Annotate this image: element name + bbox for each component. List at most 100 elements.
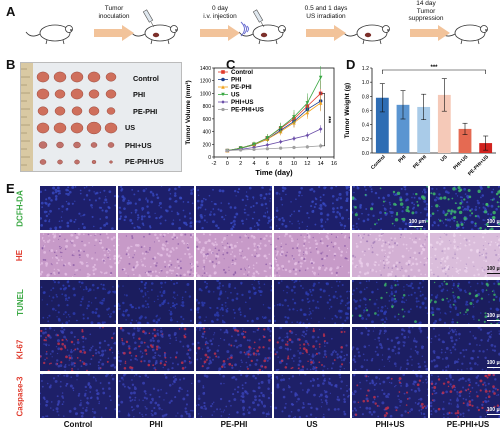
cell <box>79 303 82 307</box>
micrograph-cells <box>196 186 272 230</box>
cell <box>196 352 198 355</box>
cell <box>339 295 342 298</box>
signal <box>469 209 472 212</box>
cell <box>108 387 111 390</box>
cell <box>413 251 417 255</box>
signal <box>395 203 397 206</box>
cell <box>352 280 354 283</box>
cell <box>126 249 129 252</box>
cell <box>341 265 343 268</box>
cell <box>333 349 336 352</box>
cell <box>127 413 131 417</box>
cell <box>449 226 452 228</box>
nucleus <box>128 262 131 265</box>
cell <box>312 284 315 287</box>
cell <box>201 226 204 230</box>
cell <box>248 339 251 342</box>
cell <box>231 262 233 265</box>
cell <box>184 252 187 255</box>
cell <box>192 409 194 412</box>
nucleus <box>243 267 245 269</box>
signal <box>483 210 488 214</box>
cell <box>129 321 133 324</box>
cell <box>390 382 393 384</box>
cell <box>216 311 219 315</box>
cell <box>472 349 475 353</box>
cell <box>411 196 413 199</box>
cell <box>225 305 227 307</box>
nucleus <box>281 253 283 255</box>
signal <box>174 356 178 359</box>
cell <box>149 190 153 194</box>
cell <box>415 340 418 344</box>
signal <box>252 352 256 355</box>
nucleus <box>365 240 368 243</box>
data-point <box>278 125 283 130</box>
cell <box>291 403 294 406</box>
cell <box>355 409 358 412</box>
cell <box>354 368 357 371</box>
nucleus <box>448 266 450 268</box>
cell <box>144 265 147 268</box>
cell <box>49 209 52 213</box>
nucleus <box>228 266 230 268</box>
cell <box>372 400 375 404</box>
cell <box>122 285 124 287</box>
signal <box>312 345 315 348</box>
signal <box>468 400 472 403</box>
cell <box>119 215 123 218</box>
cell <box>484 240 487 243</box>
cell <box>346 390 349 393</box>
cell <box>377 264 380 266</box>
cell <box>291 280 294 282</box>
cell <box>370 190 373 193</box>
nucleus <box>222 268 226 271</box>
cell <box>322 416 325 418</box>
cell <box>334 314 337 317</box>
cell <box>312 261 315 264</box>
cell <box>158 303 162 307</box>
cell <box>129 399 132 402</box>
signal <box>40 355 42 358</box>
nucleus <box>87 233 90 236</box>
cell <box>371 203 374 206</box>
cell <box>151 397 154 401</box>
cell <box>47 320 50 323</box>
cell <box>258 282 260 285</box>
cell <box>423 361 426 363</box>
legend-label: PE-PHI+US <box>231 107 264 114</box>
cell <box>366 359 369 362</box>
cell <box>140 356 143 359</box>
signal <box>399 198 403 202</box>
cell <box>162 366 164 369</box>
cell <box>306 293 310 296</box>
nucleus <box>162 235 165 238</box>
cell <box>238 253 241 255</box>
cell <box>107 381 111 385</box>
micrograph-texture <box>118 233 194 277</box>
cell <box>481 281 483 283</box>
cell <box>478 217 480 219</box>
cell <box>443 413 445 416</box>
micrograph-tunel-0 <box>40 280 116 324</box>
nucleus <box>409 256 412 259</box>
signal <box>485 222 489 226</box>
cell <box>172 291 176 294</box>
signal <box>257 327 260 330</box>
nucleus <box>174 236 177 239</box>
scale-bar-line <box>486 225 500 227</box>
cell <box>130 406 133 409</box>
micrograph-bg <box>274 186 350 230</box>
cell <box>281 217 284 220</box>
cell <box>64 294 67 297</box>
cell <box>348 290 350 293</box>
cell <box>317 252 319 255</box>
cell <box>431 224 434 227</box>
cell <box>323 365 326 368</box>
nucleus <box>487 242 490 245</box>
signal <box>392 190 396 194</box>
signal <box>382 200 385 203</box>
cell <box>174 266 177 269</box>
cell <box>480 187 483 190</box>
cell <box>147 376 149 379</box>
